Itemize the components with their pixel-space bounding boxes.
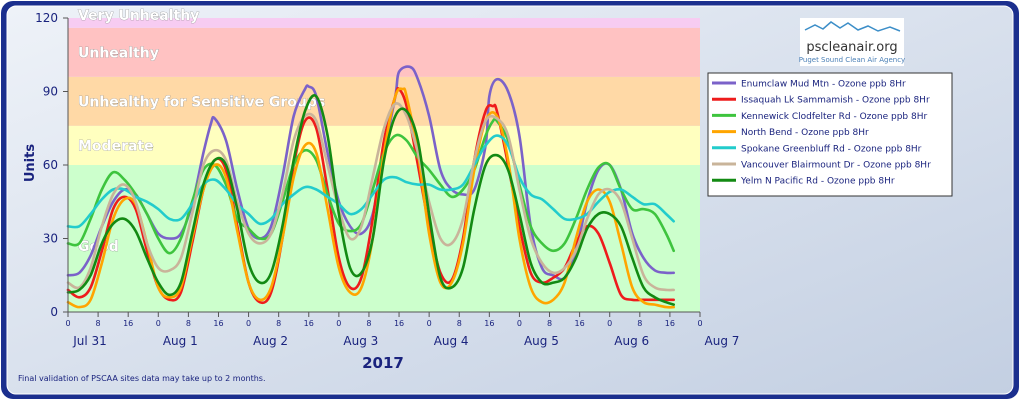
aqi-band-label: Very Unhealthy: [78, 8, 199, 24]
y-axis-ticks: 0 30 60 90 120: [35, 11, 68, 319]
x-day-label: Aug 1: [163, 334, 198, 348]
x-tick-label: 16: [484, 319, 494, 328]
x-day-label: Aug 2: [253, 334, 288, 348]
x-tick-label: 0: [607, 319, 612, 328]
x-tick-label: 8: [186, 319, 191, 328]
y-tick-label: 30: [43, 232, 58, 246]
legend-box: [707, 72, 953, 197]
logo-tagline: Puget Sound Clean Air Agency: [799, 56, 905, 64]
x-tick-label: 8: [457, 319, 462, 328]
x-axis-title: 2017: [362, 354, 404, 372]
x-tick-label: 8: [276, 319, 281, 328]
legend-label: Vancouver Blairmount Dr - Ozone ppb 8Hr: [741, 161, 931, 171]
x-day-label: Aug 3: [343, 334, 378, 348]
aqi-band: [68, 76, 700, 126]
aqi-band-labels: Good Moderate Unhealthy for Sensitive Grou…: [78, 7, 326, 255]
x-tick-label: 16: [123, 319, 133, 328]
legend: Enumclaw Mud Mtn - Ozone ppb 8Hr Issaquah…: [707, 72, 953, 197]
x-day-label: Aug 6: [614, 334, 649, 348]
x-day-label: Aug 4: [434, 334, 469, 348]
x-tick-label: 16: [575, 319, 585, 328]
x-tick-label: 0: [65, 319, 70, 328]
y-tick-label: 90: [43, 85, 58, 99]
x-tick-label: 0: [156, 319, 161, 328]
x-tick-label: 8: [96, 319, 101, 328]
legend-label: North Bend - Ozone ppb 8Hr: [741, 128, 869, 138]
x-day-label: Aug 7: [705, 334, 740, 348]
legend-label: Enumclaw Mud Mtn - Ozone ppb 8Hr: [741, 80, 906, 90]
legend-label: Issaquah Lk Sammamish - Ozone ppb 8Hr: [741, 96, 930, 106]
x-tick-label: 0: [517, 319, 522, 328]
x-tick-label: 0: [697, 319, 702, 328]
x-tick-label: 8: [637, 319, 642, 328]
logo: pscleanair.org Puget Sound Clean Air Age…: [799, 18, 905, 66]
legend-label: Yelm N Pacific Rd - Ozone ppb 8Hr: [740, 177, 895, 187]
x-tick-label: 0: [427, 319, 432, 328]
x-axis-day-labels: Jul 31 Aug 1 Aug 2 Aug 3 Aug 4 Aug 5 Aug 6 Aug …: [72, 334, 739, 348]
legend-label: Spokane Greenbluff Rd - Ozone ppb 8Hr: [741, 144, 922, 154]
x-tick-label: 0: [246, 319, 251, 328]
legend-label: Kennewick Clodfelter Rd - Ozone ppb 8Hr: [741, 112, 928, 122]
aqi-band-label: Unhealthy for Sensitive Groups: [78, 94, 325, 110]
aqi-band-label: Moderate: [78, 138, 154, 154]
mountain-icon: [804, 21, 901, 32]
x-day-label: Jul 31: [72, 334, 107, 348]
series-line: [66, 117, 675, 255]
logo-name: pscleanair.org: [806, 40, 897, 55]
x-tick-label: 0: [336, 319, 341, 328]
series-line: [66, 134, 675, 229]
x-day-label: Aug 5: [524, 334, 559, 348]
x-tick-label: 8: [366, 319, 371, 328]
x-tick-label: 16: [213, 319, 223, 328]
series-line: [66, 102, 675, 292]
x-axis-ticks: 0 8 16 0 8 16 0 8 16 0 8 16 0 8 16 0 8 16 0 8 16 0: [65, 312, 703, 328]
footnote: Final validation of PSCAA sites data may…: [18, 374, 265, 383]
x-tick-label: 16: [665, 319, 675, 328]
aqi-band-label: Unhealthy: [78, 45, 159, 61]
x-tick-label: 8: [547, 319, 552, 328]
x-tick-label: 16: [304, 319, 314, 328]
y-axis-title: Units: [23, 144, 38, 182]
y-tick-label: 0: [50, 305, 58, 319]
series-line: [66, 94, 675, 306]
aqi-band: [68, 27, 700, 77]
aqi-band-label: Good: [78, 239, 119, 255]
series-lines: [66, 65, 675, 309]
aqi-band: [68, 18, 700, 28]
x-tick-label: 16: [394, 319, 404, 328]
y-tick-label: 60: [43, 158, 58, 172]
plot-area: Good Moderate Unhealthy for Sensitive Grou…: [66, 7, 700, 312]
y-tick-label: 120: [35, 11, 58, 25]
